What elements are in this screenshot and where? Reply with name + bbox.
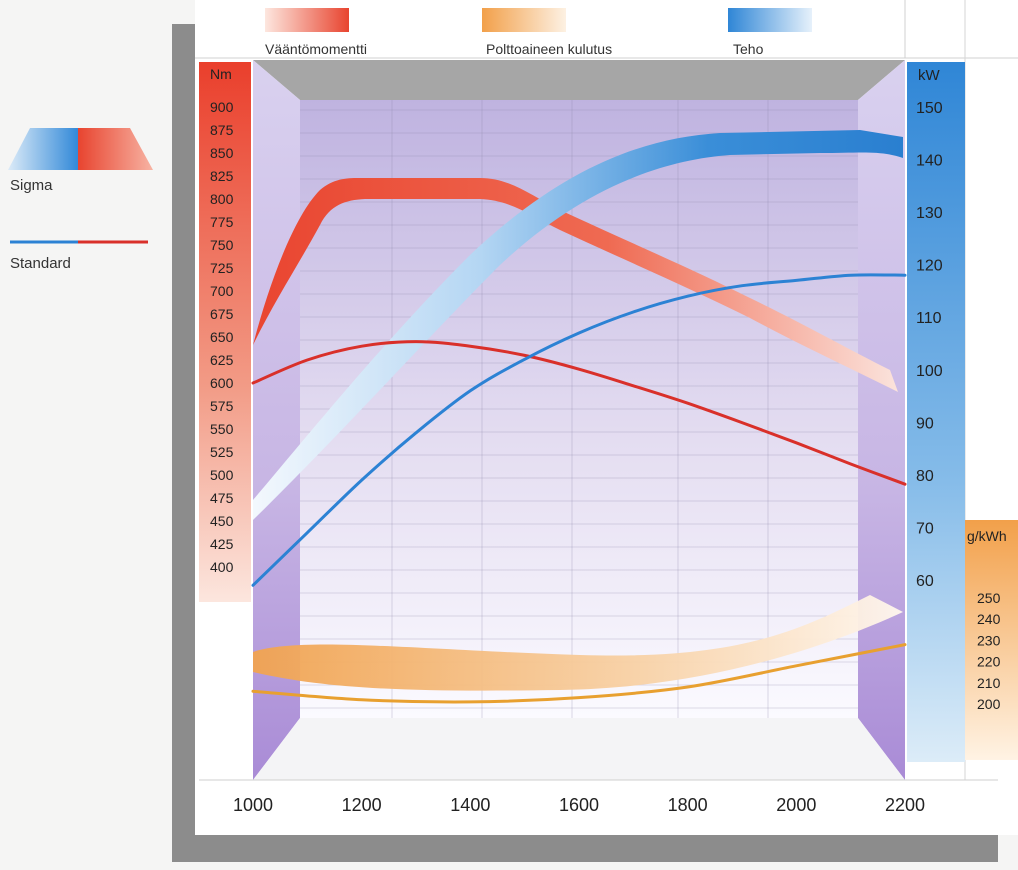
standard-fuel-line [251,643,907,704]
sigma-swatch-blue [8,128,78,170]
x-tick-label: 2200 [885,795,925,815]
fuel-tick-label: 240 [977,611,1001,627]
torque-tick-label: 525 [210,444,234,460]
x-tick-label: 1400 [450,795,490,815]
power-axis-unit: kW [918,67,941,84]
standard-torque-line [251,340,907,486]
torque-tick-label: 800 [210,191,234,207]
torque-tick-label: 650 [210,329,234,345]
torque-sigma-band [253,177,898,392]
legend-label-fuel: Polttoaineen kulutus [486,41,612,57]
torque-tick-label: 700 [210,283,234,299]
fuel-tick-label: 210 [977,675,1001,691]
torque-tick-label: 400 [210,559,234,575]
x-tick-label: 2000 [776,795,816,815]
legend-label-power: Teho [733,41,764,57]
torque-tick-label: 550 [210,421,234,437]
torque-tick-label: 425 [210,536,234,552]
torque-tick-label: 900 [210,99,234,115]
x-tick-label: 1600 [559,795,599,815]
torque-tick-label: 675 [210,306,234,322]
legend-label-torque: Vääntömomentti [265,41,367,57]
power-tick-label: 80 [916,468,934,485]
x-tick-label: 1200 [342,795,382,815]
torque-tick-label: 750 [210,237,234,253]
torque-tick-label: 575 [210,398,234,414]
torque-tick-label: 775 [210,214,234,230]
torque-axis-bar [199,62,251,602]
power-tick-label: 60 [916,573,934,590]
torque-tick-label: 850 [210,145,234,161]
power-tick-label: 90 [916,415,934,432]
sigma-label: Sigma [10,177,53,194]
torque-tick-label: 875 [210,122,234,138]
fuel-axis-unit: g/kWh [967,528,1007,544]
fuel-tick-label: 250 [977,590,1001,606]
legend-swatch-power [728,8,812,32]
power-tick-label: 110 [916,310,942,327]
fuel-axis-bar [965,520,1018,760]
power-tick-label: 100 [916,363,943,380]
power-tick-label: 70 [916,520,934,537]
legend-swatch-fuel [482,8,566,32]
power-axis-bar [907,62,965,762]
torque-tick-label: 600 [210,375,234,391]
legend-swatch-torque [265,8,349,32]
floor [253,718,905,780]
sigma-bands [253,130,903,691]
fuel-tick-label: 230 [977,632,1001,648]
x-tick-label: 1000 [233,795,273,815]
x-tick-label: 1800 [668,795,708,815]
top-bevel [253,60,905,100]
standard-label: Standard [10,255,71,272]
torque-axis-unit: Nm [210,66,232,82]
torque-tick-label: 825 [210,168,234,184]
power-tick-label: 150 [916,100,943,117]
torque-tick-label: 725 [210,260,234,276]
sigma-swatch-red [78,128,153,170]
left-wall [253,60,300,780]
power-tick-label: 130 [916,205,943,222]
torque-tick-label: 625 [210,352,234,368]
axis-labels: Nm 900 875 850 825 800 775 750 725 700 675 650 625 60… [210,66,1007,815]
fuel-tick-label: 200 [977,696,1001,712]
power-tick-label: 140 [916,153,943,170]
torque-tick-label: 475 [210,490,234,506]
torque-tick-label: 450 [210,513,234,529]
top-legend: Vääntömomentti Polttoaineen kulutus Teho [265,8,812,57]
series-lines [251,273,907,704]
power-tick-label: 120 [916,258,943,275]
side-legend: Sigma Standard [8,128,153,272]
right-wall [858,60,905,780]
standard-power-line [251,273,907,587]
torque-tick-label: 500 [210,467,234,483]
fuel-sigma-band [253,595,903,691]
fuel-tick-label: 220 [977,654,1001,670]
